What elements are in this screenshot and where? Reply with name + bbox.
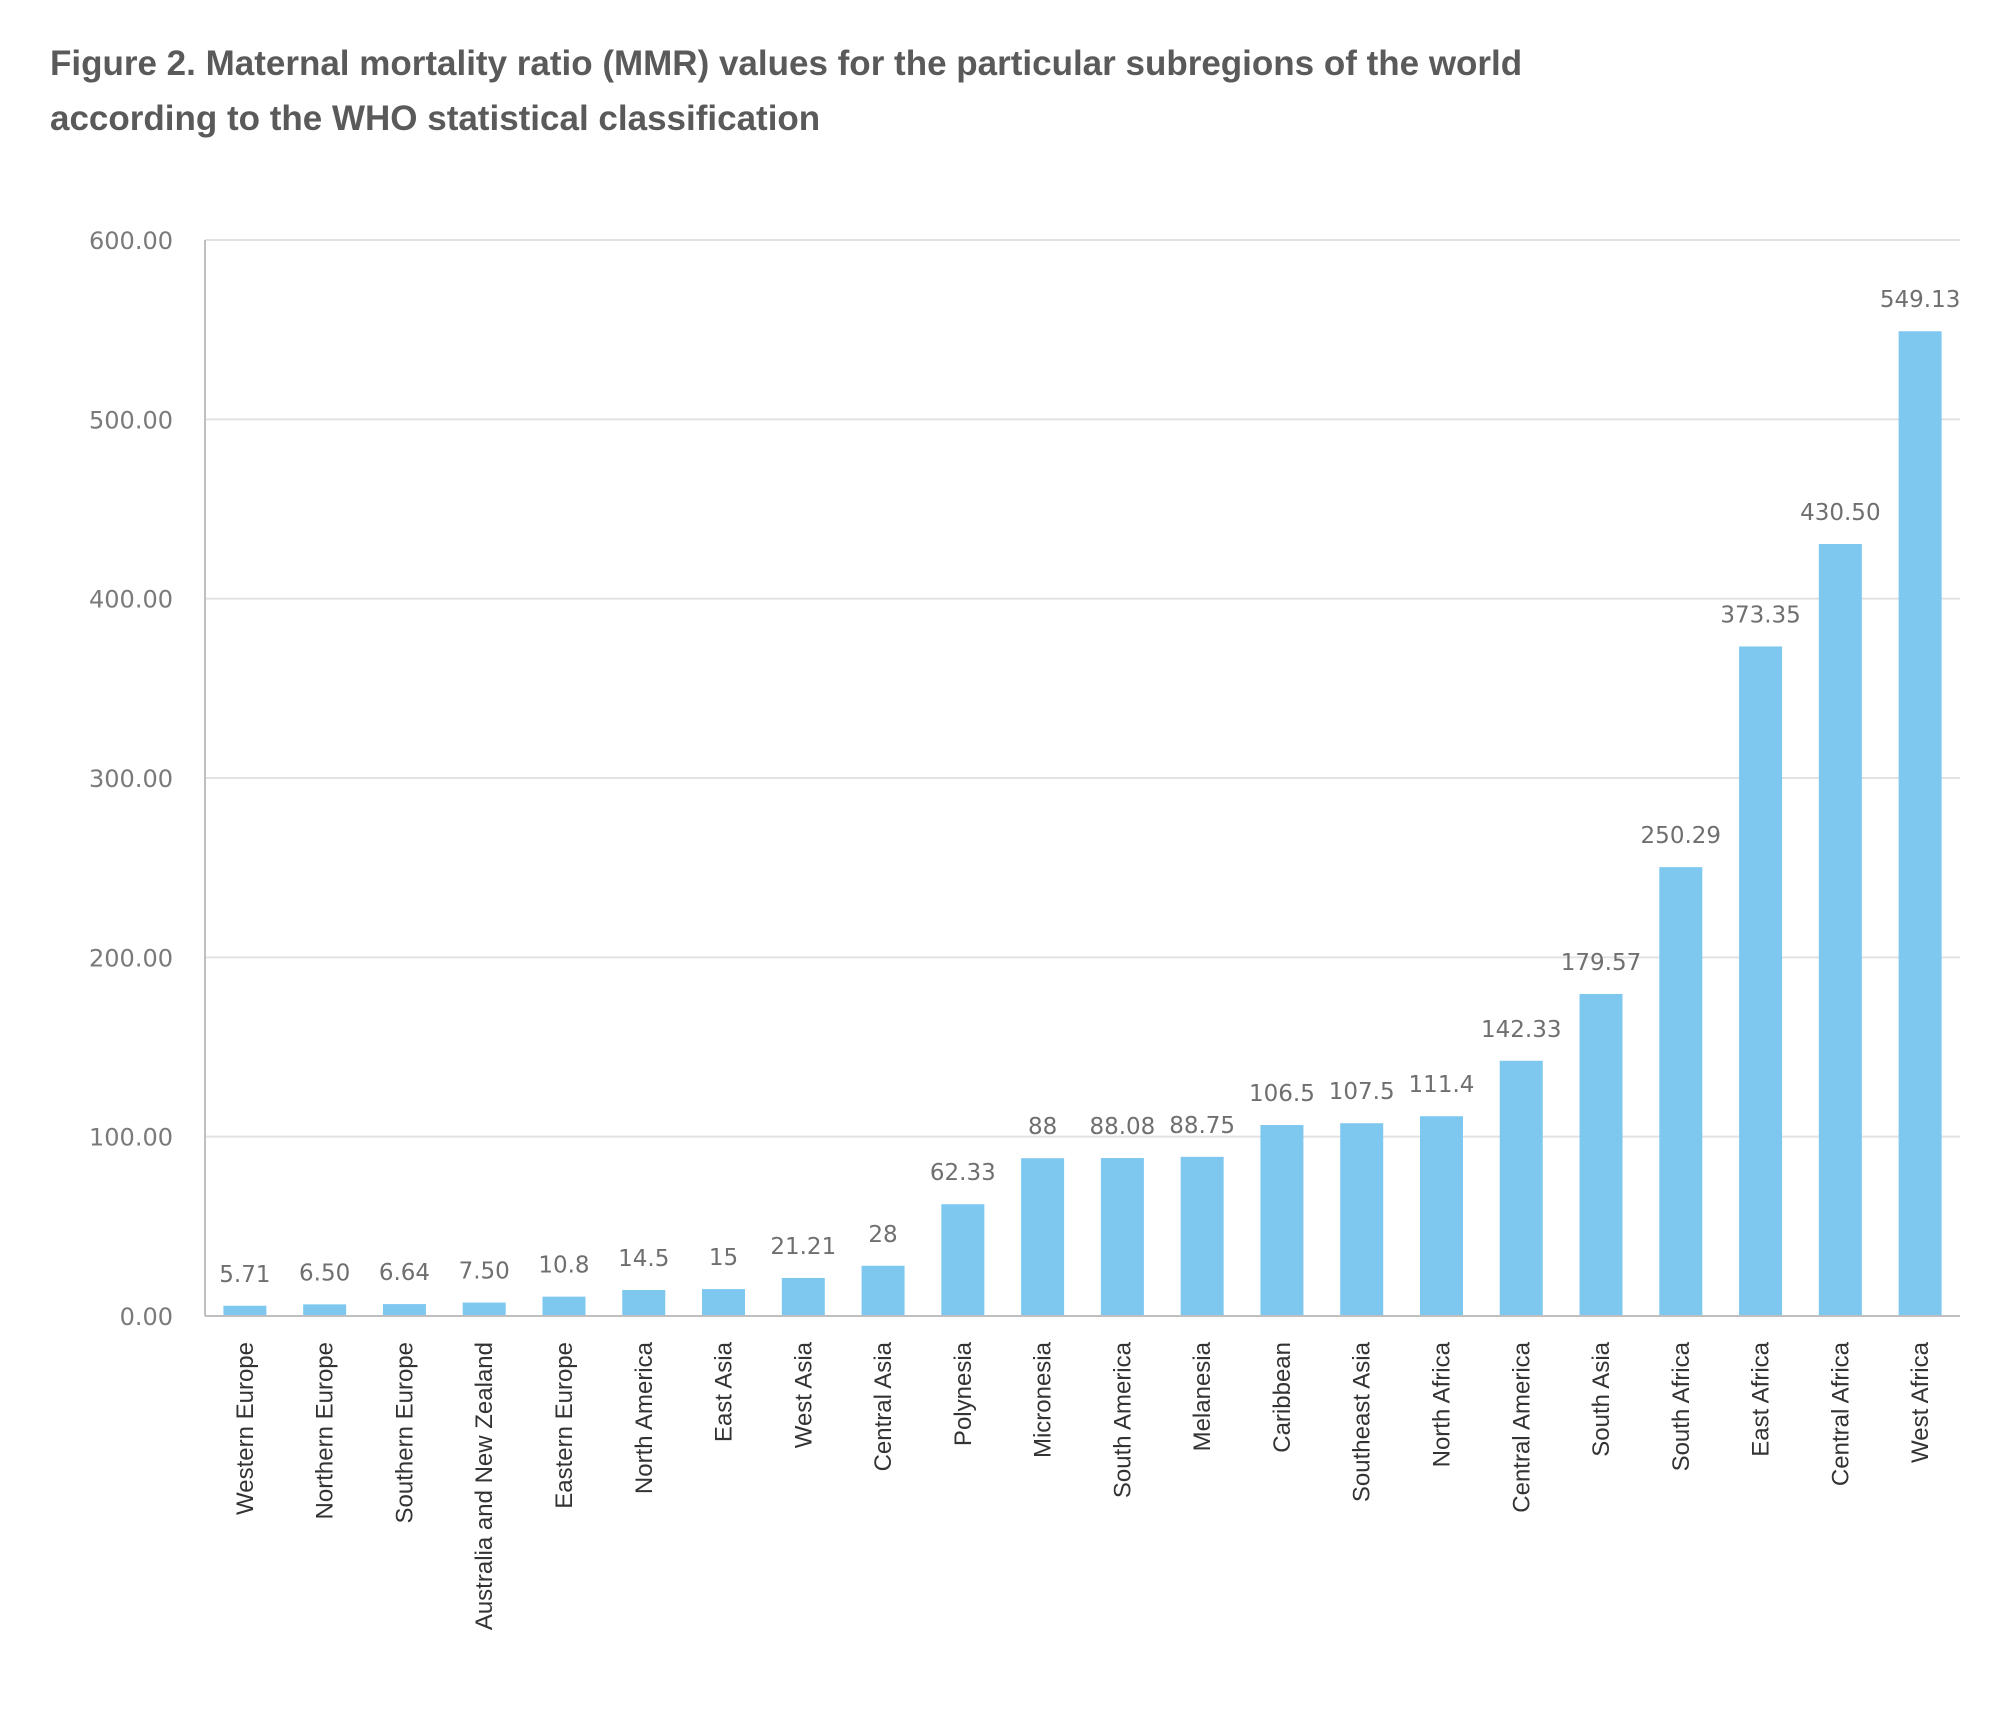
y-tick-label: 500.00: [89, 406, 173, 434]
category-label: South Asia: [1588, 1341, 1615, 1456]
bar: [462, 1302, 506, 1316]
category-label: South America: [1109, 1341, 1136, 1498]
chart-title: Figure 2. Maternal mortality ratio (MMR)…: [50, 44, 1523, 138]
category-label: Northern Europe: [312, 1342, 339, 1519]
category-label: Caribbean: [1269, 1342, 1296, 1453]
y-tick-label: 200.00: [89, 944, 173, 972]
y-tick-label: 300.00: [89, 765, 173, 793]
category-label: Melanesia: [1189, 1341, 1216, 1451]
x-axis-category-labels: Western Europe Northern Europe Southern Eu…: [232, 1341, 1934, 1630]
y-tick-label: 0.00: [120, 1303, 173, 1331]
bar: [1419, 1116, 1463, 1316]
data-label: 15: [709, 1245, 738, 1271]
bar: [1100, 1158, 1144, 1316]
category-label: Polynesia: [950, 1341, 977, 1446]
data-label: 142.33: [1481, 1017, 1561, 1043]
bar: [1659, 867, 1703, 1316]
data-label: 373.35: [1720, 602, 1800, 628]
bar: [542, 1296, 586, 1316]
bar: [1898, 331, 1942, 1316]
bar: [1180, 1156, 1224, 1316]
category-label: Central America: [1508, 1341, 1535, 1512]
y-tick-label: 400.00: [89, 586, 173, 614]
bar: [1739, 646, 1783, 1316]
data-label: 28: [868, 1222, 897, 1248]
data-label: 6.64: [379, 1260, 430, 1286]
bars: [223, 331, 1942, 1316]
category-label: North America: [631, 1341, 658, 1494]
category-label: East Africa: [1748, 1341, 1775, 1456]
data-label: 88.08: [1089, 1114, 1155, 1140]
y-tick-label: 600.00: [89, 227, 173, 255]
category-label: Micronesia: [1030, 1341, 1057, 1458]
data-label: 21.21: [770, 1234, 836, 1260]
data-label: 10.8: [538, 1253, 589, 1279]
bar: [1021, 1158, 1065, 1316]
data-label: 6.50: [299, 1260, 350, 1286]
bar: [1260, 1125, 1304, 1316]
bar: [622, 1289, 666, 1316]
data-label: 179.57: [1561, 950, 1641, 976]
y-axis-tick-labels: 0.00 100.00 200.00 300.00 400.00 500.00 600.00: [89, 227, 173, 1331]
category-label: Southern Europe: [391, 1342, 418, 1523]
data-label: 14.5: [618, 1246, 669, 1272]
category-label: Central Asia: [870, 1341, 897, 1471]
category-label: Central Africa: [1827, 1341, 1854, 1486]
bar: [781, 1277, 825, 1316]
bar: [861, 1265, 905, 1316]
category-label: North Africa: [1428, 1341, 1455, 1467]
data-label: 88: [1028, 1114, 1057, 1140]
gridlines: [205, 239, 1960, 1138]
bar: [1499, 1060, 1543, 1316]
category-label: Australia and New Zealand: [471, 1342, 498, 1630]
bar: [702, 1289, 746, 1316]
data-label: 62.33: [930, 1160, 996, 1186]
data-label: 111.4: [1409, 1072, 1475, 1098]
bar: [303, 1304, 347, 1316]
data-label: 549.13: [1880, 287, 1960, 313]
data-label: 5.71: [219, 1262, 270, 1288]
data-label: 106.5: [1249, 1081, 1315, 1107]
data-label: 250.29: [1641, 823, 1721, 849]
category-label: South Africa: [1668, 1341, 1695, 1471]
data-label: 107.5: [1329, 1079, 1395, 1105]
bar: [1340, 1123, 1384, 1316]
data-label: 7.50: [459, 1259, 510, 1285]
data-label: 430.50: [1800, 500, 1880, 526]
data-label: 88.75: [1169, 1113, 1235, 1139]
category-label: West Asia: [790, 1341, 817, 1448]
category-label: East Asia: [711, 1341, 738, 1442]
data-labels: 5.71 6.50 6.64 7.50 10.8 14.5 15 21.21 28 62.33 88…: [219, 287, 1960, 1288]
category-label: Western Europe: [232, 1342, 259, 1515]
category-label: Southeast Asia: [1349, 1341, 1376, 1502]
category-label: Eastern Europe: [551, 1342, 578, 1509]
bar: [382, 1304, 426, 1316]
bar: [1818, 543, 1862, 1316]
bar: [941, 1204, 985, 1316]
bar: [1579, 993, 1623, 1316]
category-label: West Africa: [1907, 1341, 1934, 1463]
bar: [223, 1305, 267, 1316]
y-tick-label: 100.00: [89, 1124, 173, 1152]
axes: [204, 240, 1960, 1317]
